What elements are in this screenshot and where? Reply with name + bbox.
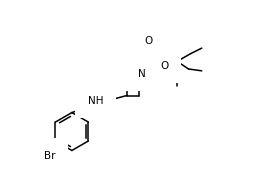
- Text: O: O: [161, 61, 169, 70]
- Text: N: N: [138, 69, 146, 79]
- Text: NH: NH: [88, 96, 103, 106]
- Text: O: O: [144, 36, 152, 45]
- Text: Br: Br: [44, 151, 56, 161]
